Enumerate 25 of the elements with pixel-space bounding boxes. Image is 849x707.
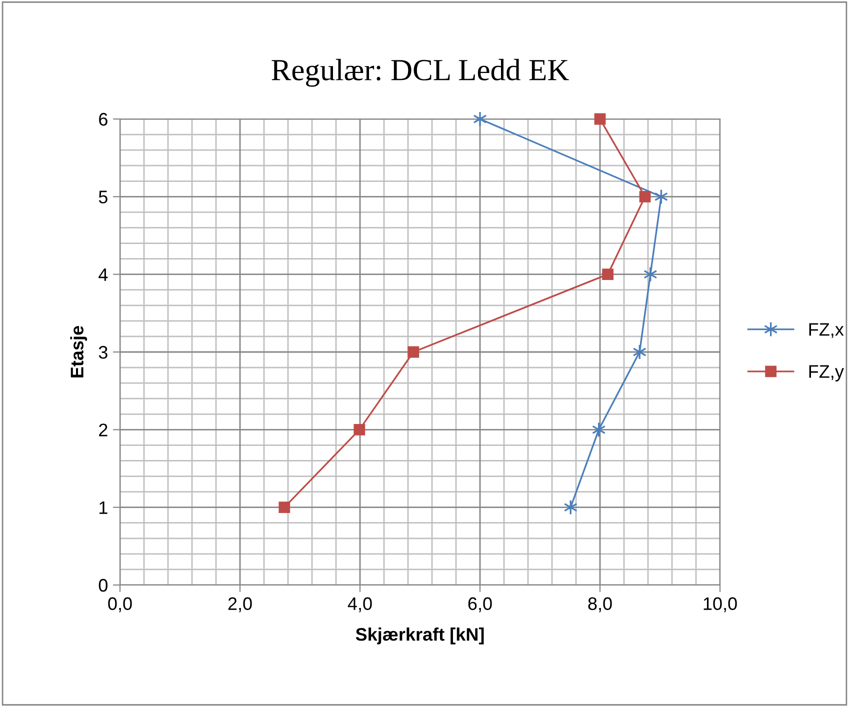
legend-label: FZ,y xyxy=(809,365,844,382)
y-tick-label: 1 xyxy=(100,501,108,514)
legend-label: FZ,x xyxy=(809,323,844,338)
point xyxy=(602,268,614,280)
point xyxy=(473,111,487,127)
point xyxy=(639,190,651,202)
y-tick-label: 2 xyxy=(99,424,108,436)
x-tick-label: 4,0 xyxy=(348,597,372,612)
y-tick-label: 5 xyxy=(98,190,108,204)
x-tick-label: 0,0 xyxy=(108,597,132,612)
x-axis-title: Skjærkraft [kN] xyxy=(356,628,484,644)
y-tick-label: 6 xyxy=(99,112,108,126)
point xyxy=(354,424,366,436)
x-tick-label: 10,0 xyxy=(704,597,737,612)
chart-title: Regulær: DCL Ledd EK xyxy=(272,58,569,87)
y-tick-label: 3 xyxy=(98,346,108,359)
y-axis-title: Etasje xyxy=(70,326,88,378)
y-tick-label: 4 xyxy=(98,268,108,281)
x-tick-label: 8,0 xyxy=(588,597,612,612)
x-tick-label: 6,0 xyxy=(468,597,492,612)
y-tick-label: 0 xyxy=(98,578,108,592)
point xyxy=(278,502,290,514)
point xyxy=(408,346,420,358)
x-tick-label: 2,0 xyxy=(228,597,252,612)
point xyxy=(594,113,606,125)
